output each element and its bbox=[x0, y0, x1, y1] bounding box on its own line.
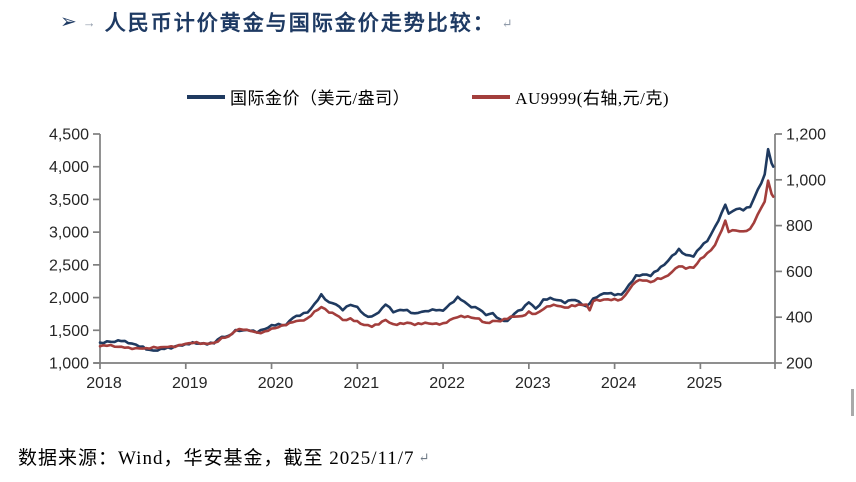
paragraph-return-icon: ↵ bbox=[418, 450, 431, 465]
y-right-tick-label: 1,000 bbox=[786, 172, 826, 189]
y-left-tick-label: 1,000 bbox=[49, 356, 89, 373]
y-left-tick-label: 3,500 bbox=[49, 192, 89, 209]
data-source-note: 数据来源：Wind，华安基金，截至 2025/11/7 ↵ bbox=[18, 443, 430, 470]
legend-item-au9999: AU9999(右轴,元/克) bbox=[472, 84, 669, 109]
y-left-tick-label: 3,000 bbox=[49, 225, 89, 242]
x-tick-label: 2018 bbox=[86, 375, 122, 392]
y-left-tick-label: 1,500 bbox=[49, 323, 89, 340]
document-title-row: ➢ → 人民币计价黄金与国际金价走势比较： ↵ bbox=[60, 6, 513, 38]
y-right-tick-label: 600 bbox=[786, 264, 813, 281]
legend-line-swatch-blue bbox=[186, 94, 225, 99]
x-tick-label: 2025 bbox=[687, 375, 723, 392]
x-tick-label: 2021 bbox=[344, 375, 380, 392]
y-left-tick-label: 2,500 bbox=[49, 257, 89, 274]
right-edge-scrollbar-fragment bbox=[851, 389, 854, 416]
legend-item-international-gold: 国际金价（美元/盎司） bbox=[186, 84, 411, 109]
x-tick-label: 2019 bbox=[172, 375, 208, 392]
x-tick-label: 2022 bbox=[429, 375, 465, 392]
arrow-bullet-icon: ➢ bbox=[60, 11, 77, 33]
y-left-tick-label: 4,500 bbox=[49, 127, 89, 144]
y-right-tick-label: 400 bbox=[786, 310, 813, 327]
y-left-tick-label: 4,000 bbox=[49, 159, 89, 176]
series-line-au9999 bbox=[98, 179, 775, 351]
y-right-tick-label: 800 bbox=[786, 218, 813, 235]
x-tick-label: 2023 bbox=[515, 375, 551, 392]
series-line-international-gold bbox=[98, 147, 775, 352]
page-title: 人民币计价黄金与国际金价走势比较： bbox=[104, 11, 496, 35]
x-tick-label: 2024 bbox=[601, 375, 637, 392]
legend-label-international-gold: 国际金价（美元/盎司） bbox=[229, 89, 411, 108]
data-source-text: 数据来源：Wind，华安基金，截至 2025/11/7 bbox=[18, 448, 415, 469]
legend-line-swatch-red bbox=[472, 94, 511, 99]
chart-legend: 国际金价（美元/盎司） AU9999(右轴,元/克) bbox=[0, 84, 856, 109]
y-right-tick-label: 200 bbox=[786, 356, 813, 373]
tab-formatting-mark-icon: → bbox=[82, 15, 96, 30]
y-right-tick-label: 1,200 bbox=[786, 127, 826, 144]
legend-label-au9999: AU9999(右轴,元/克) bbox=[515, 89, 670, 108]
paragraph-return-icon: ↵ bbox=[501, 16, 513, 31]
y-left-tick-label: 2,000 bbox=[49, 290, 89, 307]
x-tick-label: 2020 bbox=[258, 375, 294, 392]
